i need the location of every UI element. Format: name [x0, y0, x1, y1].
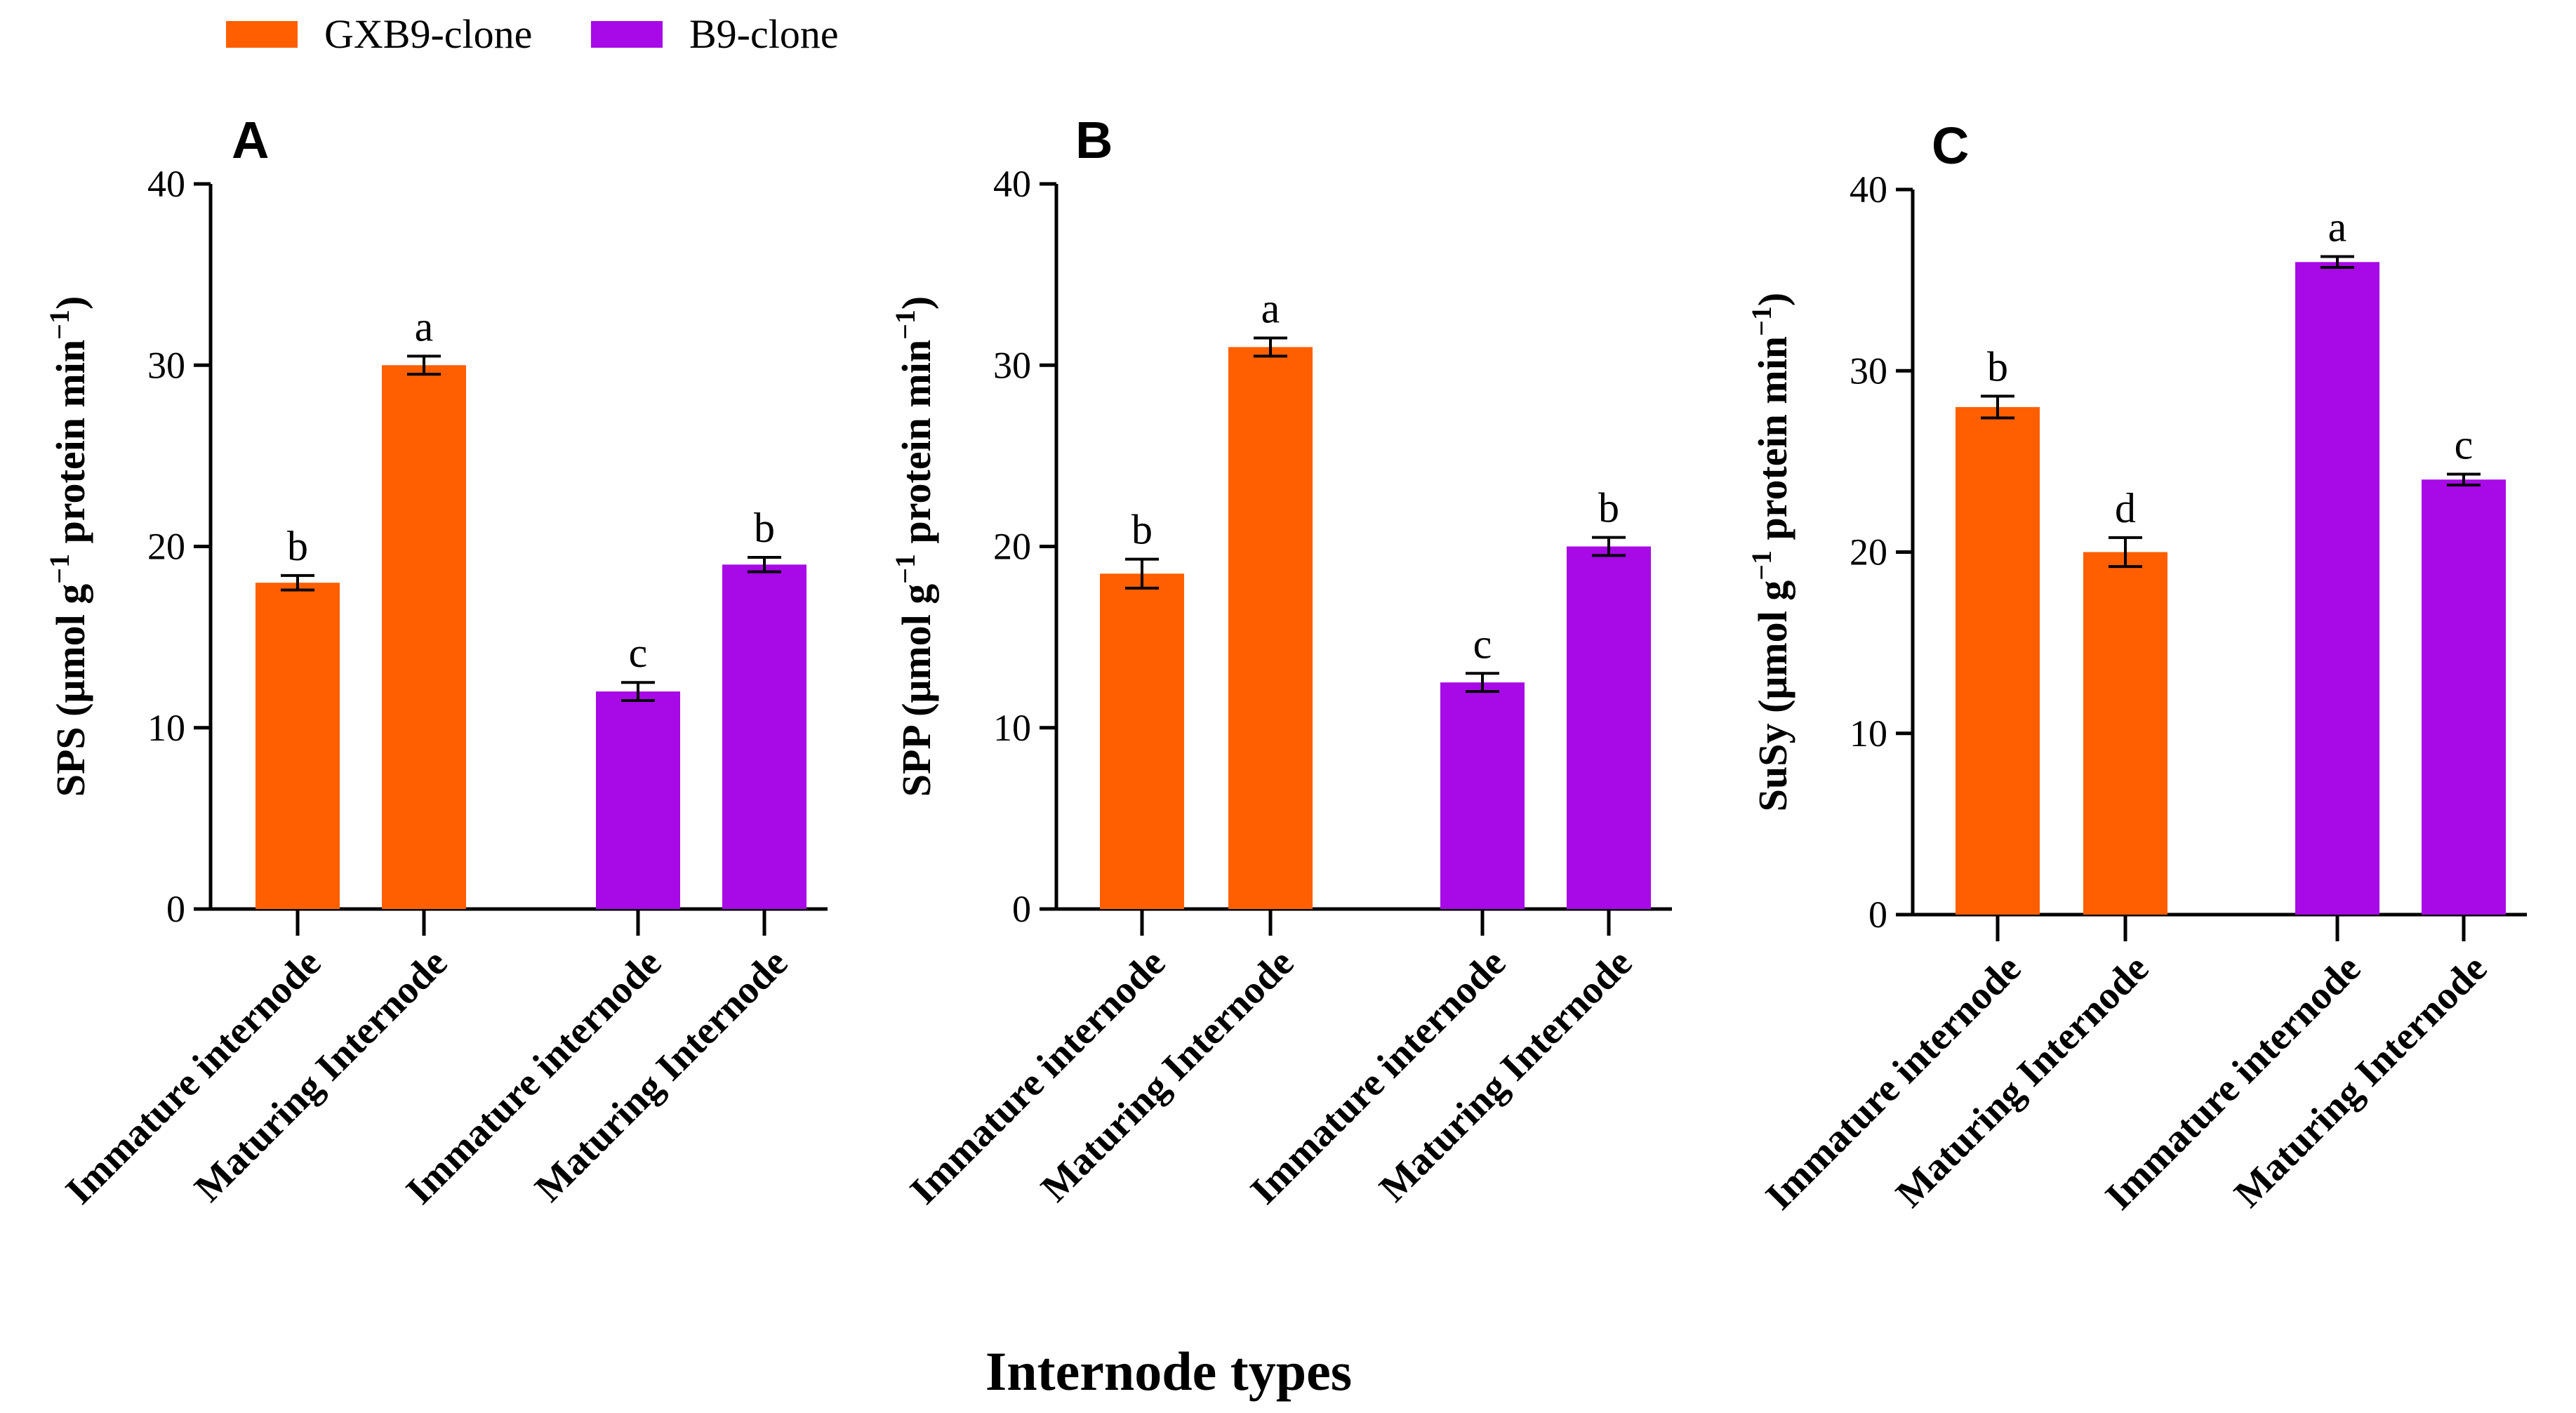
y-axis-title: SPS (μmol g−1 protein min−1): [44, 296, 93, 797]
y-tick-label: 40: [993, 163, 1031, 205]
panel-label: C: [1932, 117, 1969, 175]
y-axis-title-part: SPS (μmol g: [48, 584, 93, 797]
bar: [596, 691, 680, 909]
y-tick-label: 0: [1012, 888, 1031, 930]
panel-label: A: [232, 111, 269, 169]
significance-letter: d: [2115, 485, 2136, 531]
y-axis-title: SuSy (μmol g−1 protein min−1): [1746, 293, 1795, 811]
x-tick-label: Immature internode: [1758, 946, 2029, 1218]
y-tick-label: 0: [1868, 894, 1887, 936]
y-tick-label: 30: [1850, 350, 1887, 392]
legend-label-b9: B9-clone: [689, 11, 839, 57]
bar: [722, 564, 806, 909]
bar: [1956, 406, 2040, 915]
y-tick-label: 0: [166, 888, 185, 930]
significance-letter: b: [1598, 485, 1619, 531]
y-axis-title-part: −1: [889, 554, 921, 584]
y-tick-label: 10: [993, 707, 1031, 749]
panel-label: B: [1075, 111, 1113, 169]
y-axis-title-part: protein min: [894, 340, 939, 554]
y-axis-title-part: −1: [889, 310, 921, 340]
y-axis-title-part: protein min: [1750, 336, 1795, 550]
y-tick-label: 40: [147, 163, 185, 205]
y-axis-title-part: −1: [1746, 306, 1777, 336]
significance-letter: a: [1261, 286, 1280, 332]
x-tick-label: Maturing Internode: [2226, 946, 2495, 1216]
bar: [382, 365, 466, 909]
legend-swatch-b9: [591, 21, 663, 48]
y-axis-title-part: ): [1750, 293, 1795, 306]
bar: [2083, 552, 2167, 915]
bar: [1228, 347, 1313, 909]
significance-letter: a: [2328, 204, 2347, 251]
x-axis-title: Internode types: [985, 1341, 1352, 1402]
x-tick-label: Maturing Internode: [526, 941, 796, 1210]
y-tick-label: 10: [1850, 712, 1887, 755]
y-tick-label: 20: [1850, 531, 1887, 573]
significance-letter: b: [1987, 343, 2008, 390]
y-axis-title-part: −1: [44, 310, 75, 340]
significance-letter: c: [629, 630, 648, 676]
y-axis-title-part: ): [894, 296, 939, 310]
x-tick-label: Maturing Internode: [1371, 941, 1640, 1210]
y-tick-label: 20: [147, 526, 185, 568]
bar: [1100, 573, 1184, 909]
y-tick-label: 20: [993, 526, 1031, 568]
significance-letter: a: [415, 303, 434, 350]
y-tick-label: 10: [147, 707, 185, 749]
legend-label-gxb9: GXB9-clone: [324, 11, 532, 57]
y-axis-title: SPP (μmol g−1 protein min−1): [889, 296, 939, 797]
bar: [1567, 546, 1651, 909]
x-tick-label: Immature internode: [902, 941, 1174, 1212]
bar: [2295, 262, 2379, 915]
y-tick-label: 30: [147, 344, 185, 386]
y-axis-title-part: SuSy (μmol g: [1750, 581, 1795, 811]
y-tick-label: 40: [1850, 168, 1887, 211]
y-axis-title-part: −1: [44, 554, 75, 584]
legend-swatch-gxb9: [226, 21, 298, 48]
y-tick-label: 30: [993, 344, 1031, 386]
y-axis-title-part: ): [48, 296, 93, 310]
bar: [255, 583, 340, 909]
significance-letter: c: [2455, 421, 2474, 467]
significance-letter: c: [1473, 621, 1492, 667]
y-axis-title-part: −1: [1746, 550, 1777, 581]
y-axis-title-part: SPP (μmol g: [894, 584, 939, 797]
bar: [1440, 682, 1525, 909]
legend: GXB9-clone B9-clone: [226, 11, 839, 57]
y-axis-title-part: protein min: [48, 340, 93, 554]
significance-letter: b: [754, 505, 775, 551]
bar: [2422, 479, 2506, 915]
significance-letter: b: [1131, 507, 1153, 553]
significance-letter: b: [287, 523, 308, 569]
